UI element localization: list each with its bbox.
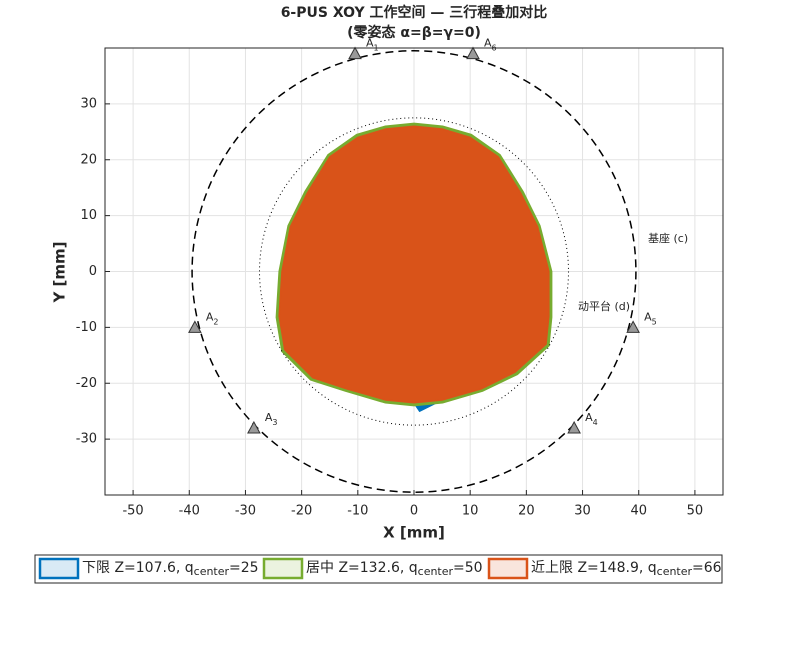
circle-label: 基座 (c) — [648, 231, 688, 245]
anchor-letter: A — [585, 411, 593, 424]
legend-sub: center — [194, 565, 230, 578]
circle-dotted — [259, 117, 569, 426]
anchor-marker — [188, 320, 202, 333]
x-tick-label: 50 — [687, 504, 704, 519]
legend-sub: center — [418, 565, 454, 578]
plot-frame — [104, 47, 724, 496]
anchor-marker — [348, 46, 362, 60]
anchor-marker — [567, 420, 581, 434]
legend-name: 下限 Z=107.6, q — [82, 560, 194, 576]
x-tick-label: -40 — [179, 504, 200, 519]
chart-title: 6-PUS XOY 工作空间 — 三行程叠加对比 — [281, 4, 548, 21]
x-tick-label: -30 — [235, 504, 256, 519]
y-tick-label: -10 — [76, 320, 97, 335]
anchor-label: A6 — [484, 37, 497, 53]
legend-tail: =66 — [692, 560, 722, 576]
anchor-marker — [466, 46, 480, 60]
legend-box — [34, 554, 723, 584]
y-tick-label: -20 — [76, 376, 97, 391]
x-tick-label: -20 — [291, 504, 312, 519]
anchor-letter: A — [265, 411, 273, 424]
x-tick-label: -10 — [347, 504, 368, 519]
x-tick-label: -50 — [122, 504, 143, 519]
x-tick-label: 10 — [462, 504, 479, 519]
legend-swatch — [487, 557, 529, 580]
circle-dashed — [191, 50, 637, 493]
y-tick-label: 20 — [80, 152, 97, 167]
legend-label: 近上限 Z=148.9, qcenter=66 — [531, 560, 722, 578]
legend-label: 居中 Z=132.6, qcenter=50 — [306, 560, 483, 578]
legend-sub: center — [657, 565, 693, 578]
legend-swatch — [38, 557, 80, 580]
legend-tail: =25 — [229, 560, 259, 576]
anchor-label: A2 — [206, 310, 219, 326]
anchor-label: A3 — [265, 411, 278, 427]
anchor-marker — [247, 420, 261, 434]
x-tick-label: 20 — [518, 504, 535, 519]
circle-label: 动平台 (d) — [578, 299, 630, 313]
anchor-marker — [626, 320, 640, 333]
anchor-index: 2 — [213, 317, 218, 326]
legend-name: 近上限 Z=148.9, q — [531, 560, 657, 576]
y-tick-label: 10 — [80, 208, 97, 223]
chart-subtitle: (零姿态 α=β=γ=0) — [347, 24, 481, 41]
legend-name: 居中 Z=132.6, q — [306, 560, 418, 576]
y-tick-label: 30 — [80, 96, 97, 111]
legend-label: 下限 Z=107.6, qcenter=25 — [82, 560, 259, 578]
anchor-letter: A — [206, 310, 214, 323]
anchor-letter: A — [644, 310, 652, 323]
legend-tail: =50 — [453, 560, 483, 576]
anchor-index: 5 — [652, 317, 657, 326]
x-axis-label: X [mm] — [383, 524, 445, 542]
x-tick-label: 40 — [630, 504, 647, 519]
anchor-index: 4 — [593, 417, 598, 426]
anchor-label: A4 — [585, 411, 598, 427]
y-axis-label: Y [mm] — [51, 241, 69, 303]
anchor-index: 3 — [272, 417, 277, 426]
workspace-area — [278, 125, 550, 404]
legend-swatch — [262, 557, 304, 580]
y-tick-label: 0 — [89, 264, 97, 279]
y-tick-label: -30 — [76, 432, 97, 447]
x-tick-label: 30 — [574, 504, 591, 519]
anchor-label: A5 — [644, 310, 657, 326]
anchor-letter: A — [366, 37, 374, 50]
anchor-letter: A — [484, 37, 492, 50]
x-tick-label: 0 — [410, 504, 418, 519]
